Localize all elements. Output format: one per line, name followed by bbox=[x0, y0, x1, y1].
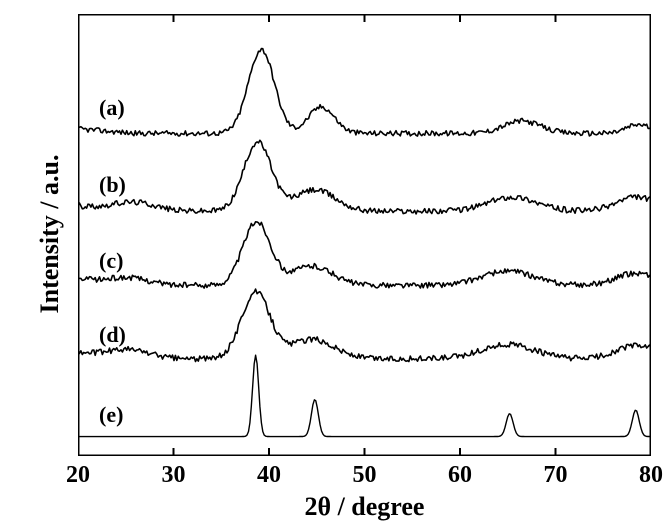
x-tick-60: 60 bbox=[440, 462, 480, 489]
curve-label-c: (c) bbox=[99, 248, 123, 274]
x-tick-30: 30 bbox=[154, 462, 194, 489]
curve-label-b: (b) bbox=[99, 172, 126, 198]
plot-area bbox=[78, 14, 651, 456]
xrd-svg bbox=[78, 14, 651, 456]
curve-a bbox=[78, 49, 651, 136]
x-tick-70: 70 bbox=[536, 462, 576, 489]
curve-e bbox=[78, 355, 651, 436]
curve-c bbox=[78, 222, 651, 288]
x-tick-80: 80 bbox=[631, 462, 667, 489]
curve-label-e: (e) bbox=[99, 402, 123, 428]
curve-d bbox=[78, 289, 651, 361]
curve-b bbox=[78, 140, 651, 214]
y-axis-label: Intensity / a.u. bbox=[35, 104, 65, 364]
x-axis-label: 2θ / degree bbox=[78, 492, 651, 522]
x-tick-50: 50 bbox=[345, 462, 385, 489]
curve-label-a: (a) bbox=[99, 95, 125, 121]
xrd-figure: Intensity / a.u. 2θ / degree (a) (b) (c) (d… bbox=[0, 0, 667, 530]
x-tick-20: 20 bbox=[58, 462, 98, 489]
curve-label-d: (d) bbox=[99, 322, 126, 348]
x-tick-40: 40 bbox=[249, 462, 289, 489]
